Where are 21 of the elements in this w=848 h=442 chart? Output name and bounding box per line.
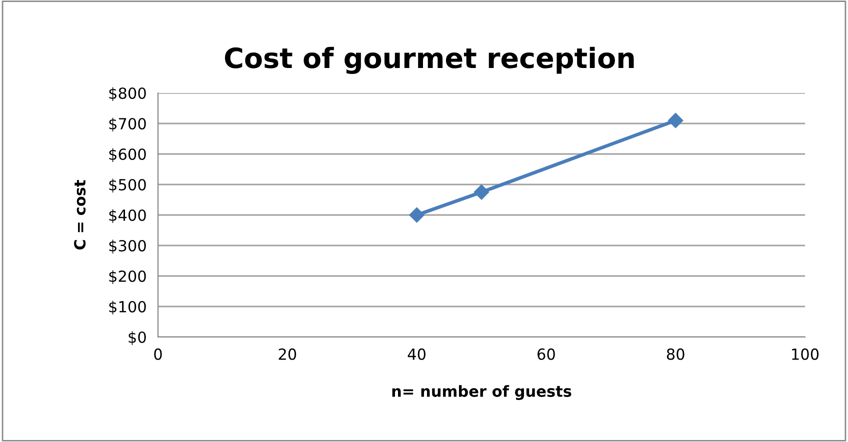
x-tick-label: 60 [538,348,555,360]
x-tick-label: 40 [408,348,426,360]
y-tick-label: $600 [109,148,146,162]
x-tick-label: 80 [666,348,684,360]
x-axis-title: n= number of guests [392,385,572,400]
point [668,112,684,128]
point [409,207,424,223]
y-axis-title: C = cost [74,180,86,250]
x-tick-label: 20 [278,348,296,360]
x-tick-label: 0 [154,348,162,360]
y-tick-label: $800 [109,87,146,102]
y-tick-label: $0 [128,331,146,346]
y-tick-label: $400 [109,209,146,224]
chart-title: Cost of gourmet reception [224,46,634,74]
y-tick-label: $500 [109,178,146,193]
x-tick-label: 100 [792,348,819,360]
y-tick-label: $700 [109,118,146,132]
y-tick-label: $300 [109,240,146,254]
y-tick-label: $100 [109,300,146,315]
point [474,184,490,200]
y-tick-label: $200 [109,270,146,284]
